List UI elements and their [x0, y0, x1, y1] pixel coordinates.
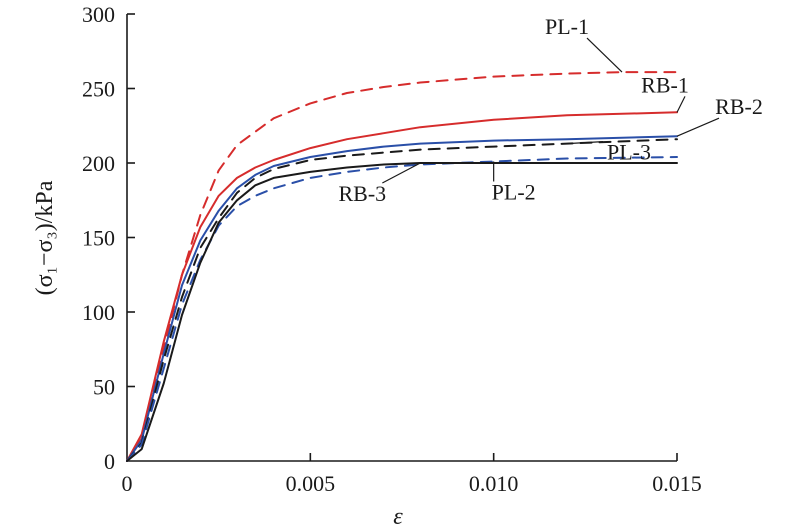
series-line-rb-3	[126, 162, 678, 462]
y-tick-label: 50	[93, 375, 115, 400]
x-tick-label: 0.015	[652, 471, 702, 496]
y-tick-label: 250	[82, 77, 115, 102]
leader-rb-3	[382, 162, 421, 184]
series-label-pl-1: PL-1	[545, 14, 589, 39]
series-label-rb-3: RB-3	[338, 181, 386, 206]
y-tick-label: 0	[104, 449, 115, 474]
leader-pl-3	[566, 141, 604, 145]
y-tick-label: 300	[82, 2, 115, 27]
leader-rb-1	[676, 96, 686, 113]
series-line-pl-3	[126, 138, 678, 462]
series-label-rb-2: RB-2	[715, 94, 763, 119]
x-tick-label: 0.005	[286, 471, 336, 496]
series-line-rb-1	[126, 111, 678, 462]
series-label-pl-2: PL-2	[492, 180, 536, 205]
series-line-pl-2	[126, 156, 678, 462]
series-layer	[126, 71, 678, 462]
y-tick-label: 200	[82, 151, 115, 176]
series-label-pl-3: PL-3	[607, 140, 651, 165]
series-line-rb-2	[126, 135, 678, 462]
x-tick-label: 0	[122, 471, 133, 496]
series-labels: PL-1 RB-1 RB-2 PL-3 PL-2 RB-3	[338, 14, 762, 206]
leader-rb-2	[676, 117, 720, 137]
y-tick-label: 100	[82, 300, 115, 325]
y-axis-title: (σ₁−σ₃)/kPa	[32, 180, 58, 295]
x-tick-label: 0.010	[469, 471, 519, 496]
axes	[126, 14, 677, 462]
series-label-rb-1: RB-1	[641, 72, 689, 97]
x-axis-title: ε	[393, 504, 403, 530]
y-tick-label: 150	[82, 226, 115, 251]
leader-pl-1	[586, 37, 623, 73]
ticks: 0 0.005 0.010 0.015 0 50 100 150 200 250 300	[82, 2, 702, 496]
